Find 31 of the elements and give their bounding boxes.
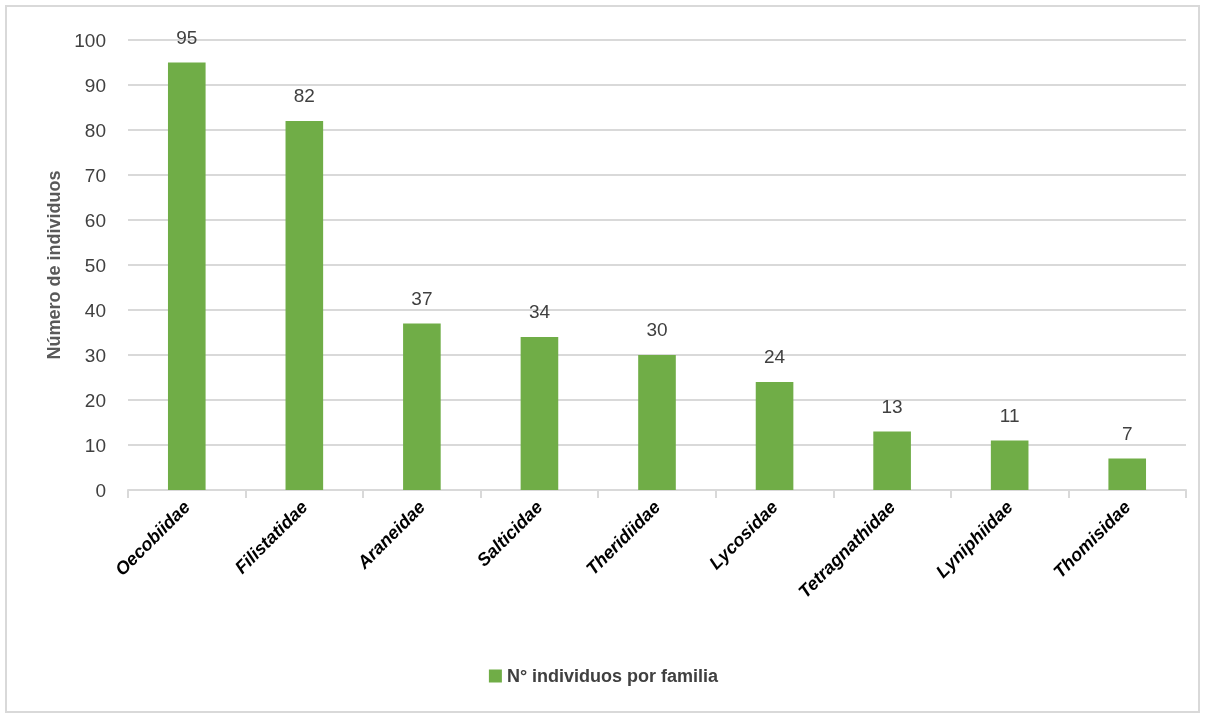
data-label: 95 — [176, 26, 198, 48]
y-tick-label: 70 — [84, 164, 106, 186]
y-tick-label: 60 — [84, 209, 106, 231]
y-tick-label: 50 — [84, 254, 106, 276]
y-tick-label: 30 — [84, 344, 106, 366]
data-label: 82 — [293, 85, 315, 106]
y-tick-label: 40 — [84, 299, 106, 321]
y-tick-label: 20 — [84, 389, 106, 411]
legend-label: N° individuos por familia — [506, 666, 720, 686]
bar — [990, 440, 1029, 490]
bar — [403, 323, 441, 490]
data-label: 11 — [999, 404, 1020, 426]
data-label: 37 — [411, 287, 433, 309]
data-label: 24 — [763, 346, 786, 367]
y-tick-label: 10 — [84, 434, 106, 456]
y-tick-label: 80 — [84, 119, 106, 141]
bar — [873, 431, 911, 490]
bar — [167, 62, 206, 490]
y-tick-label: 100 — [74, 29, 106, 51]
data-label: 30 — [646, 319, 668, 340]
data-label: 13 — [881, 395, 903, 417]
bar — [1108, 458, 1147, 490]
bar — [285, 121, 324, 490]
data-label: 7 — [1121, 422, 1133, 444]
y-axis-title: Número de individuos — [44, 170, 65, 360]
data-label: 34 — [528, 301, 551, 322]
y-tick-label: 0 — [95, 479, 106, 501]
bar — [520, 337, 559, 490]
bar — [755, 382, 794, 490]
y-tick-label: 90 — [84, 74, 106, 96]
bar — [638, 355, 676, 490]
